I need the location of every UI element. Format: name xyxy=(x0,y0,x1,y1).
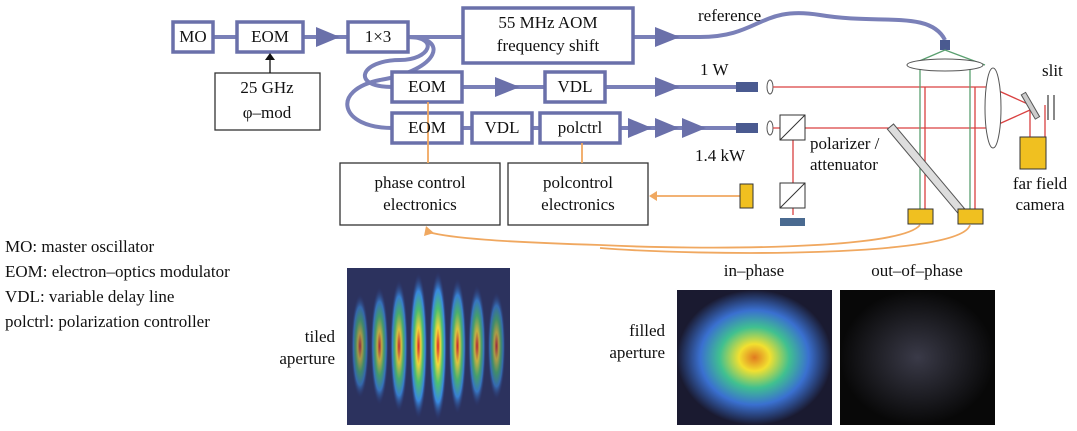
node-label: 1×3 xyxy=(365,27,392,46)
node-label: EOM xyxy=(408,118,446,137)
signal xyxy=(428,225,970,253)
fringe xyxy=(429,271,447,421)
diagram: MO EOM 25 GHz φ–mod 1×3 55 MHz AOM frequ… xyxy=(0,0,1077,431)
collimator xyxy=(736,82,758,92)
annotation: camera xyxy=(1015,195,1065,214)
beam xyxy=(910,50,985,210)
detector xyxy=(958,209,983,224)
path xyxy=(316,27,340,47)
node-label: polctrl xyxy=(558,118,603,137)
image xyxy=(840,290,995,425)
path xyxy=(628,118,652,138)
image-caption: in–phase xyxy=(724,261,784,280)
legend-entry: MO: master oscillator xyxy=(5,237,155,256)
fringe xyxy=(351,294,369,399)
fringe xyxy=(449,278,467,414)
image-caption: filled xyxy=(629,321,665,340)
node-label: VDL xyxy=(485,118,520,137)
node-label: MO xyxy=(179,27,206,46)
node-label: 25 GHz xyxy=(240,78,294,97)
arrow-head xyxy=(424,226,434,236)
annotation: slit xyxy=(1042,61,1063,80)
node-label: EOM xyxy=(408,77,446,96)
fringe xyxy=(390,280,408,413)
detector xyxy=(740,184,753,208)
node-label: phase control xyxy=(374,173,465,192)
node-label: electronics xyxy=(383,195,457,214)
node-label: EOM xyxy=(251,27,289,46)
lens xyxy=(767,80,773,94)
node-label: 55 MHz AOM xyxy=(498,13,597,32)
image-caption: aperture xyxy=(279,349,335,368)
mirror xyxy=(887,124,964,213)
arrow-head xyxy=(649,191,657,201)
annotation: polarizer / xyxy=(810,134,880,153)
annotation: 1.4 kW xyxy=(695,146,746,165)
detector xyxy=(908,209,933,224)
node-label: VDL xyxy=(558,77,593,96)
lens xyxy=(767,121,773,135)
node-label: electronics xyxy=(541,195,615,214)
node-label: φ–mod xyxy=(243,103,292,122)
node-label: polcontrol xyxy=(543,173,613,192)
legend-entry: EOM: electron–optics modulator xyxy=(5,262,230,281)
path xyxy=(655,27,680,47)
arrow-head xyxy=(265,53,275,60)
annotation: reference xyxy=(698,6,761,25)
collimator xyxy=(736,123,758,133)
image xyxy=(677,290,832,425)
legend-entry: polctrl: polarization controller xyxy=(5,312,210,331)
fringe xyxy=(488,292,506,400)
fringe xyxy=(371,287,389,406)
beam-dump xyxy=(780,218,805,226)
path xyxy=(655,77,680,97)
collimator xyxy=(940,40,950,50)
path xyxy=(655,118,679,138)
camera xyxy=(1020,137,1046,169)
image-caption: out–of–phase xyxy=(871,261,963,280)
slit xyxy=(1048,95,1054,120)
legend-entry: VDL: variable delay line xyxy=(5,287,174,306)
annotation: 1 W xyxy=(700,60,729,79)
node-label: frequency shift xyxy=(497,36,600,55)
path xyxy=(682,118,706,138)
lens xyxy=(907,59,983,71)
fringe xyxy=(468,285,486,407)
image-caption: aperture xyxy=(609,343,665,362)
fringe xyxy=(410,273,428,420)
path xyxy=(495,77,520,97)
lens xyxy=(985,68,1001,148)
annotation: attenuator xyxy=(810,155,878,174)
image-caption: tiled xyxy=(305,327,336,346)
annotation: far field xyxy=(1013,174,1068,193)
